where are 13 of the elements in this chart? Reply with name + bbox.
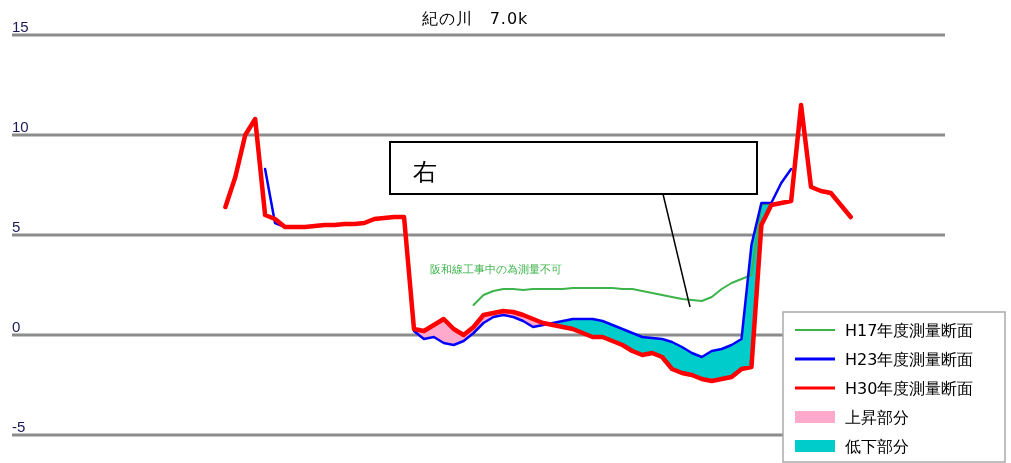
y-tick-label: 0: [12, 318, 21, 335]
y-tick-label: 10: [12, 118, 29, 135]
legend-label: H17年度測量断面: [845, 321, 974, 340]
annotation: 阪和線工事中の為測量不可: [430, 263, 562, 275]
legend-label: H23年度測量断面: [845, 350, 974, 369]
y-tick-label: 15: [12, 18, 29, 35]
legend-label: H30年度測量断面: [845, 379, 974, 398]
y-tick-label: -5: [12, 418, 26, 435]
legend-label: 上昇部分: [845, 408, 909, 427]
legend-label: 低下部分: [845, 437, 909, 456]
annotation: 右: [413, 158, 437, 186]
chart-title: 紀の川 7.0k: [421, 9, 529, 28]
y-tick-label: 5: [12, 218, 21, 235]
